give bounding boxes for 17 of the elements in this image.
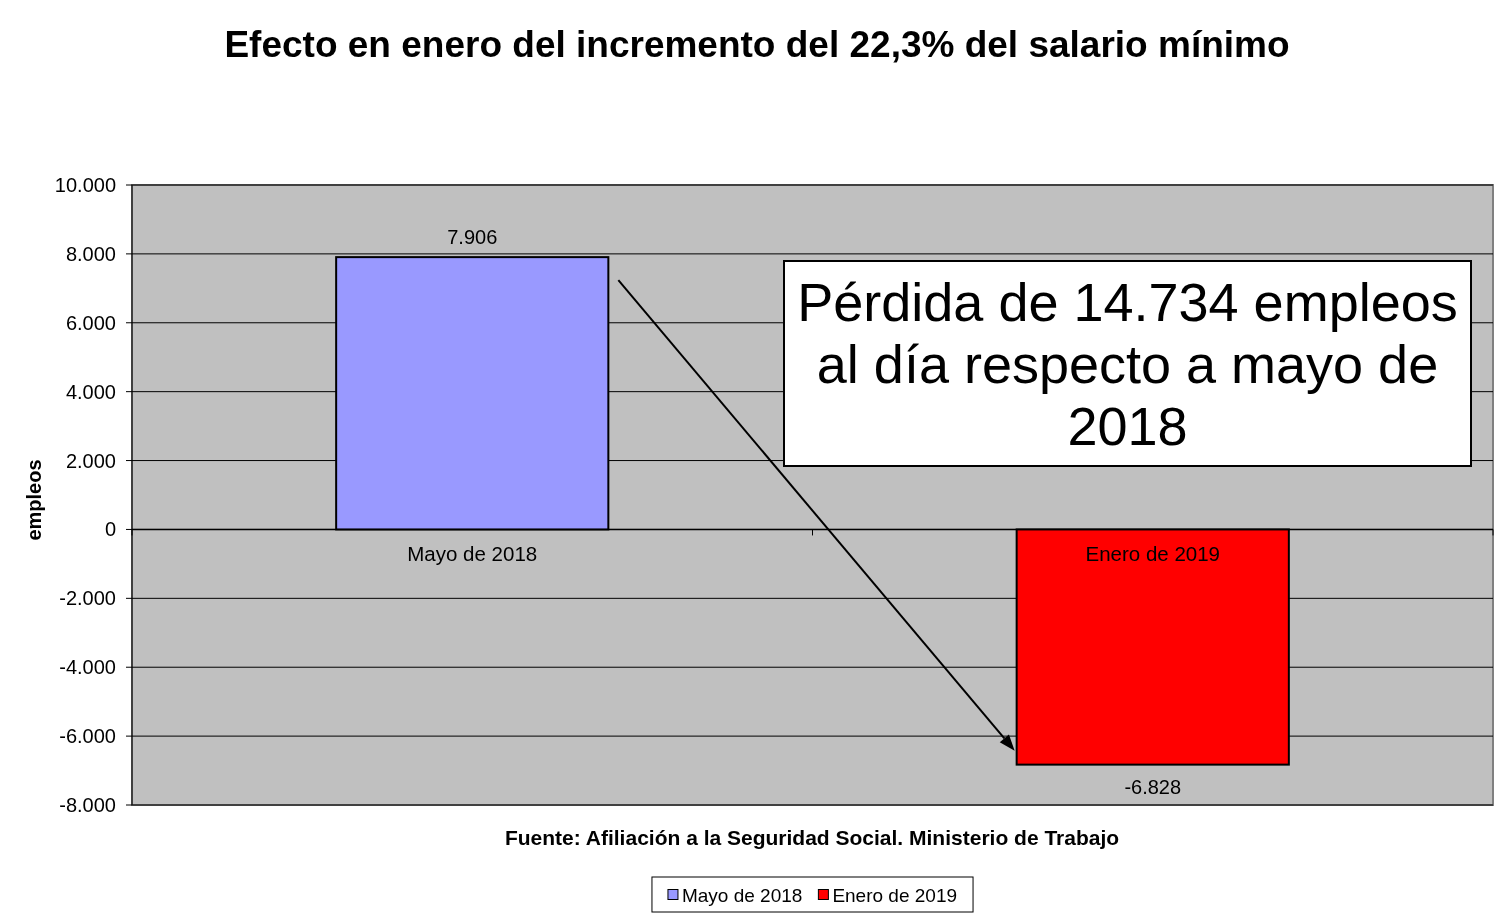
y-tick-label: 8.000 (65, 242, 116, 265)
source-note: Fuente: Afiliación a la Seguridad Social. Ministerio de Trabajo (504, 826, 1120, 849)
legend-label: Enero de 2019 (832, 884, 958, 906)
legend-label: Mayo de 2018 (681, 884, 803, 906)
y-tick-label: 4.000 (65, 380, 116, 403)
y-tick-label: 6.000 (65, 311, 116, 334)
data-label: 7.906 (447, 226, 498, 249)
chart-title: Efecto en enero del incremento del 22,3% del salario mínimo (224, 24, 1290, 65)
y-tick-label: -6.000 (59, 725, 116, 748)
data-label: -6.828 (1124, 775, 1182, 798)
y-tick-label: 2.000 (65, 449, 116, 472)
y-tick-label: 0 (104, 518, 116, 541)
y-tick-label: 10.000 (54, 174, 116, 196)
y-axis-title: empleos (23, 459, 45, 541)
y-tick-label: -2.000 (59, 587, 116, 610)
y-tick-label: -8.000 (59, 794, 116, 816)
y-tick-label: -4.000 (59, 656, 116, 679)
